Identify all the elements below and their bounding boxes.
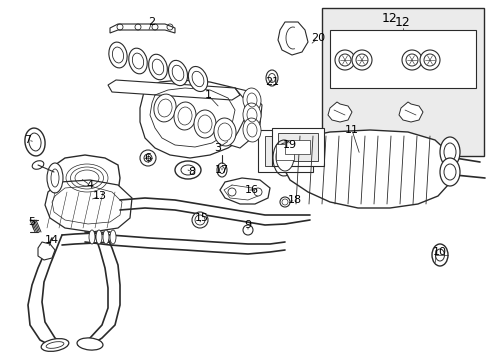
Text: 15: 15 [195, 213, 208, 223]
Polygon shape [54, 155, 120, 202]
Circle shape [419, 50, 439, 70]
Text: 21: 21 [264, 77, 279, 87]
Ellipse shape [110, 230, 116, 244]
Polygon shape [38, 242, 55, 260]
Circle shape [280, 197, 289, 207]
Text: 18: 18 [287, 195, 302, 205]
Ellipse shape [168, 60, 187, 86]
Text: 12: 12 [394, 15, 410, 28]
Bar [278, 133, 317, 161]
Bar [329, 30, 475, 88]
Text: 14: 14 [45, 235, 59, 245]
Polygon shape [327, 102, 351, 122]
Text: 12: 12 [381, 12, 397, 24]
Ellipse shape [109, 42, 127, 68]
Ellipse shape [128, 48, 147, 74]
Text: 4: 4 [86, 180, 93, 190]
Ellipse shape [439, 137, 459, 167]
Ellipse shape [439, 158, 459, 186]
Ellipse shape [77, 338, 103, 350]
Ellipse shape [47, 163, 63, 193]
Ellipse shape [89, 230, 95, 244]
Text: 7: 7 [24, 135, 32, 145]
Polygon shape [45, 180, 132, 232]
Ellipse shape [25, 128, 45, 156]
Ellipse shape [243, 103, 261, 127]
Ellipse shape [96, 230, 102, 244]
Ellipse shape [431, 244, 447, 266]
Bar [258, 130, 312, 172]
Text: 11: 11 [345, 125, 358, 135]
Ellipse shape [194, 110, 216, 138]
Ellipse shape [188, 67, 207, 91]
Bar [271, 128, 324, 166]
Ellipse shape [174, 102, 196, 130]
Circle shape [401, 50, 421, 70]
Text: 3: 3 [214, 143, 221, 153]
Ellipse shape [275, 143, 293, 171]
Text: 19: 19 [283, 140, 296, 150]
Ellipse shape [32, 161, 44, 169]
Ellipse shape [175, 161, 201, 179]
Polygon shape [398, 102, 422, 122]
Bar [264, 136, 305, 166]
Ellipse shape [217, 163, 226, 177]
Circle shape [351, 50, 371, 70]
Text: 16: 16 [244, 185, 259, 195]
Polygon shape [108, 80, 240, 100]
Circle shape [140, 150, 156, 166]
Bar [321, 8, 483, 156]
Polygon shape [110, 24, 175, 33]
Text: 6: 6 [144, 153, 151, 163]
Text: 13: 13 [93, 191, 107, 201]
Text: 20: 20 [310, 33, 325, 43]
Text: 9: 9 [244, 220, 251, 230]
Polygon shape [140, 80, 251, 158]
Text: 17: 17 [215, 165, 228, 175]
Circle shape [253, 188, 262, 196]
Text: 2: 2 [148, 17, 155, 27]
Ellipse shape [243, 88, 261, 112]
Ellipse shape [103, 230, 109, 244]
Text: 1: 1 [204, 90, 211, 100]
Ellipse shape [41, 339, 69, 351]
Text: 10: 10 [432, 247, 446, 257]
Polygon shape [229, 88, 262, 148]
Text: 8: 8 [188, 167, 195, 177]
Bar [275, 144, 293, 160]
Bar [285, 140, 309, 154]
Ellipse shape [243, 118, 261, 142]
Polygon shape [278, 22, 307, 55]
Circle shape [334, 50, 354, 70]
Circle shape [243, 225, 252, 235]
Polygon shape [220, 178, 269, 204]
Ellipse shape [214, 118, 236, 146]
Circle shape [227, 188, 236, 196]
Ellipse shape [148, 54, 167, 80]
Ellipse shape [265, 70, 278, 86]
Polygon shape [282, 130, 449, 208]
Circle shape [192, 212, 207, 228]
Text: 5: 5 [28, 217, 36, 227]
Ellipse shape [154, 94, 176, 122]
